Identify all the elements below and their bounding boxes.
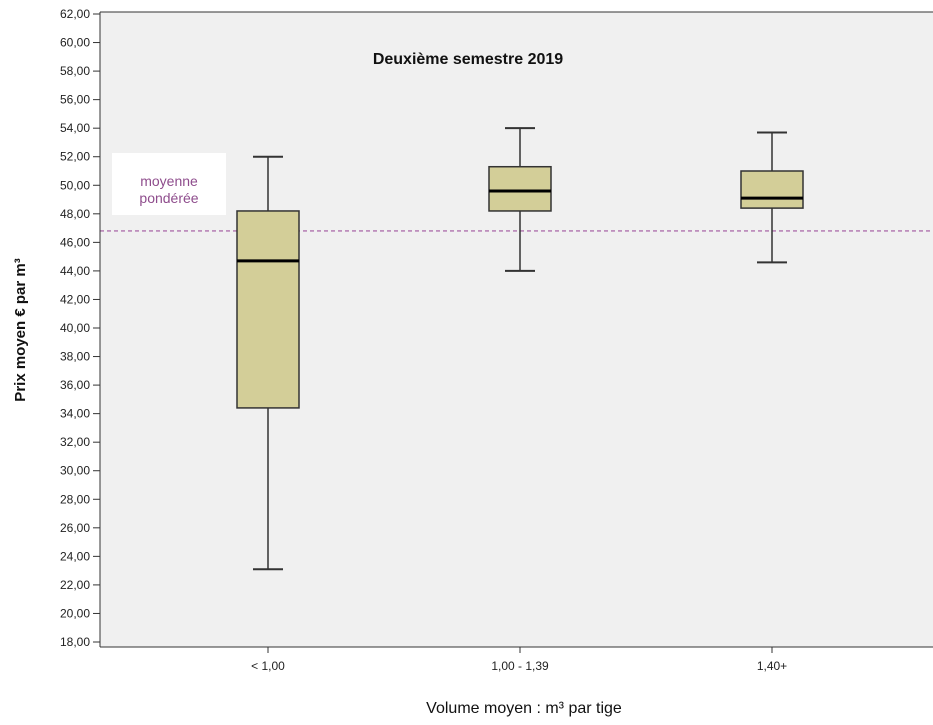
x-tick-label: < 1,00 xyxy=(251,659,285,673)
y-tick-label: 48,00 xyxy=(60,207,90,221)
boxes-group xyxy=(236,127,804,571)
plot-area xyxy=(100,12,933,647)
y-tick-label: 32,00 xyxy=(60,435,90,449)
y-tick-label: 18,00 xyxy=(60,635,90,649)
y-tick-label: 22,00 xyxy=(60,578,90,592)
reference-label-text: moyenne xyxy=(140,173,198,189)
y-tick-label: 50,00 xyxy=(60,178,90,192)
iqr-box xyxy=(740,170,804,209)
reference-label-text: pondérée xyxy=(139,190,198,206)
y-tick-label: 28,00 xyxy=(60,492,90,506)
y-ticks: 18,00 20,00 22,00 24,00 26,00 28,00 30,00 32,00… xyxy=(60,7,100,649)
reference-label-box xyxy=(112,153,226,215)
axes-group xyxy=(99,11,933,648)
y-tick-label: 52,00 xyxy=(60,150,90,164)
x-ticks: < 1,00 1,00 - 1,39 1,40+ xyxy=(251,647,787,673)
iqr-box xyxy=(236,210,300,409)
y-tick-label: 20,00 xyxy=(60,606,90,620)
x-tick-label: 1,40+ xyxy=(757,659,787,673)
y-tick-label: 38,00 xyxy=(60,350,90,364)
chart-title: Deuxième semestre 2019 xyxy=(373,51,563,68)
y-tick-label: 24,00 xyxy=(60,549,90,563)
y-tick-label: 34,00 xyxy=(60,407,90,421)
y-tick-label: 60,00 xyxy=(60,36,90,50)
y-tick-label: 42,00 xyxy=(60,292,90,306)
x-axis-label: Volume moyen : m³ par tige xyxy=(426,700,622,717)
y-tick-label: 54,00 xyxy=(60,121,90,135)
y-tick-label: 62,00 xyxy=(60,7,90,21)
iqr-box xyxy=(488,165,552,212)
y-tick-label: 44,00 xyxy=(60,264,90,278)
y-tick-label: 26,00 xyxy=(60,521,90,535)
y-tick-label: 46,00 xyxy=(60,235,90,249)
y-tick-label: 30,00 xyxy=(60,464,90,478)
y-tick-label: 58,00 xyxy=(60,64,90,78)
y-tick-label: 36,00 xyxy=(60,378,90,392)
x-tick-label: 1,00 - 1,39 xyxy=(491,659,549,673)
y-axis-label: Prix moyen € par m³ xyxy=(12,258,29,401)
y-tick-label: 40,00 xyxy=(60,321,90,335)
y-tick-label: 56,00 xyxy=(60,93,90,107)
